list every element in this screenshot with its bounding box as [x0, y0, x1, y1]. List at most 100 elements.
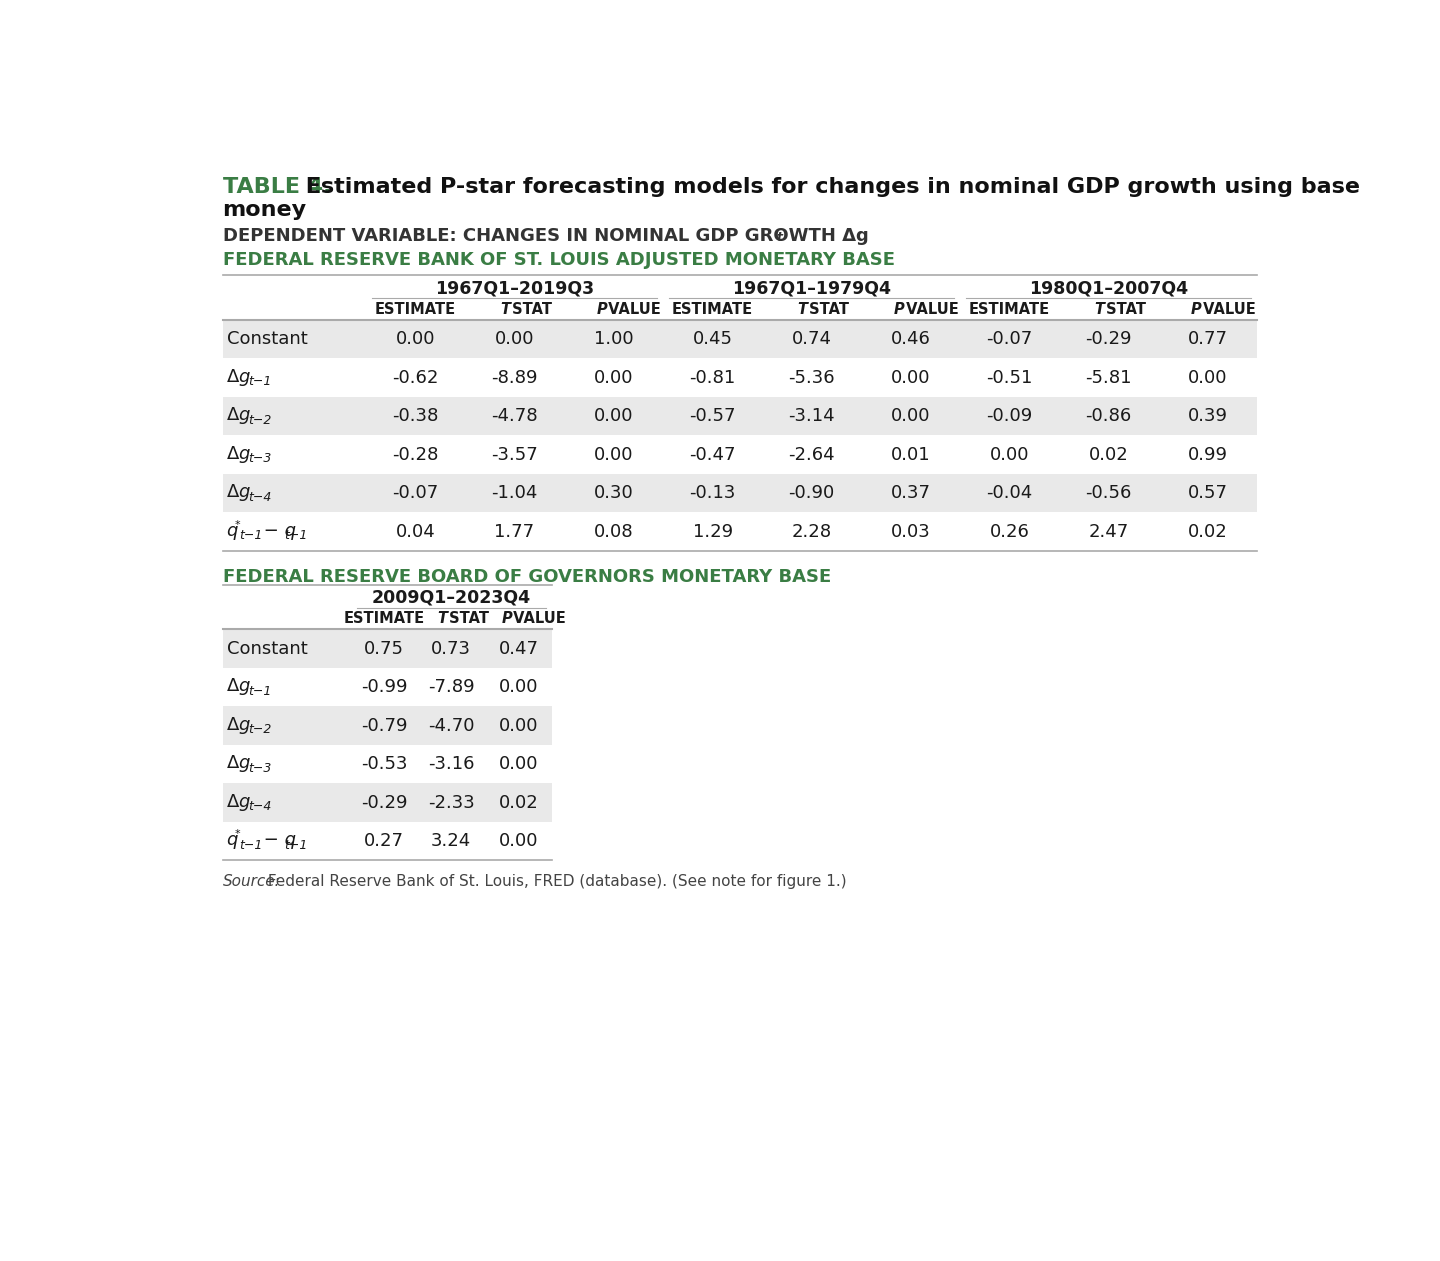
- Text: 2009Q1–2023Q4: 2009Q1–2023Q4: [372, 589, 531, 607]
- Text: Δ: Δ: [226, 754, 239, 773]
- Text: -0.13: -0.13: [690, 484, 736, 502]
- Text: t−4: t−4: [248, 799, 272, 813]
- Text: Federal Reserve Bank of St. Louis, FRED (database). (See note for figure 1.): Federal Reserve Bank of St. Louis, FRED …: [264, 874, 847, 889]
- Text: money: money: [223, 199, 307, 219]
- Text: -5.81: -5.81: [1086, 368, 1132, 387]
- Text: 0.46: 0.46: [891, 330, 930, 348]
- Text: 0.77: 0.77: [1188, 330, 1228, 348]
- Bar: [223, 706, 552, 745]
- Bar: [223, 397, 1257, 435]
- Text: 0.00: 0.00: [593, 445, 634, 464]
- Text: -0.62: -0.62: [392, 368, 439, 387]
- Text: 0.01: 0.01: [891, 445, 930, 464]
- Text: -0.04: -0.04: [986, 484, 1032, 502]
- Text: -0.99: -0.99: [361, 678, 408, 696]
- Text: DEPENDENT VARIABLE: CHANGES IN NOMINAL GDP GROWTH Δg: DEPENDENT VARIABLE: CHANGES IN NOMINAL G…: [223, 227, 868, 245]
- Text: Δ: Δ: [226, 677, 239, 696]
- Text: − q: − q: [258, 522, 295, 540]
- Bar: [223, 629, 552, 668]
- Text: 0.00: 0.00: [495, 330, 534, 348]
- Text: q: q: [226, 522, 238, 540]
- Text: -0.53: -0.53: [361, 755, 408, 773]
- Text: 0.00: 0.00: [989, 445, 1030, 464]
- Text: 1967Q1–2019Q3: 1967Q1–2019Q3: [435, 279, 595, 298]
- Text: TABLE 4.: TABLE 4.: [223, 177, 331, 197]
- Text: 1.29: 1.29: [693, 523, 733, 541]
- Text: VALUE: VALUE: [508, 612, 566, 627]
- Bar: [223, 358, 1257, 397]
- Text: ESTIMATE: ESTIMATE: [672, 301, 753, 317]
- Text: 0.39: 0.39: [1188, 407, 1228, 425]
- Text: 0.00: 0.00: [593, 368, 634, 387]
- Text: ESTIMATE: ESTIMATE: [344, 612, 425, 627]
- Text: FEDERAL RESERVE BANK OF ST. LOUIS ADJUSTED MONETARY BASE: FEDERAL RESERVE BANK OF ST. LOUIS ADJUST…: [223, 251, 894, 269]
- Text: STAT: STAT: [1102, 301, 1146, 317]
- Text: *: *: [235, 830, 240, 840]
- Text: t−3: t−3: [248, 762, 272, 774]
- Text: Δ: Δ: [226, 406, 239, 425]
- Text: g: g: [239, 677, 251, 696]
- Text: -3.14: -3.14: [788, 407, 835, 425]
- Text: t−2: t−2: [248, 414, 272, 426]
- Text: VALUE: VALUE: [900, 301, 959, 317]
- Text: T: T: [1094, 301, 1104, 317]
- Text: g: g: [239, 754, 251, 773]
- Text: 0.08: 0.08: [593, 523, 634, 541]
- Bar: [223, 822, 552, 860]
- Text: 0.04: 0.04: [396, 523, 435, 541]
- Text: t−2: t−2: [248, 723, 272, 736]
- Text: -0.29: -0.29: [361, 793, 408, 812]
- Text: t−1: t−1: [284, 839, 307, 851]
- Text: P: P: [894, 301, 904, 317]
- Text: -0.28: -0.28: [392, 445, 439, 464]
- Text: 0.74: 0.74: [792, 330, 832, 348]
- Text: -0.29: -0.29: [1086, 330, 1132, 348]
- Text: 0.75: 0.75: [364, 639, 405, 658]
- Text: -0.07: -0.07: [392, 484, 439, 502]
- Text: 0.30: 0.30: [593, 484, 634, 502]
- Text: g: g: [239, 406, 251, 425]
- Text: 1980Q1–2007Q4: 1980Q1–2007Q4: [1030, 279, 1188, 298]
- Text: 0.02: 0.02: [498, 793, 539, 812]
- Bar: [223, 745, 552, 783]
- Text: -0.57: -0.57: [690, 407, 736, 425]
- Text: 0.02: 0.02: [1089, 445, 1129, 464]
- Text: P: P: [501, 612, 513, 627]
- Text: 0.00: 0.00: [891, 368, 930, 387]
- Bar: [223, 474, 1257, 512]
- Text: -7.89: -7.89: [428, 678, 475, 696]
- Text: T: T: [501, 301, 511, 317]
- Text: g: g: [239, 716, 251, 734]
- Text: 0.45: 0.45: [693, 330, 733, 348]
- Text: -2.64: -2.64: [788, 445, 835, 464]
- Text: 0.00: 0.00: [396, 330, 435, 348]
- Text: 0.00: 0.00: [891, 407, 930, 425]
- Text: Source:: Source:: [223, 874, 281, 889]
- Text: -0.81: -0.81: [690, 368, 736, 387]
- Text: ESTIMATE: ESTIMATE: [969, 301, 1050, 317]
- Text: Δ: Δ: [226, 716, 239, 734]
- Text: 3.24: 3.24: [431, 832, 471, 850]
- Text: -0.90: -0.90: [789, 484, 835, 502]
- Text: 0.47: 0.47: [498, 639, 539, 658]
- Text: 0.26: 0.26: [989, 523, 1030, 541]
- Text: Estimated P-star forecasting models for changes in nominal GDP growth using base: Estimated P-star forecasting models for …: [298, 177, 1359, 197]
- Text: 0.03: 0.03: [891, 523, 930, 541]
- Text: t−1: t−1: [284, 530, 307, 542]
- Text: 0.99: 0.99: [1188, 445, 1228, 464]
- Text: t: t: [776, 231, 783, 243]
- Text: 0.73: 0.73: [431, 639, 471, 658]
- Text: 0.00: 0.00: [593, 407, 634, 425]
- Text: -4.78: -4.78: [491, 407, 539, 425]
- Text: P: P: [596, 301, 608, 317]
- Bar: [223, 668, 552, 706]
- Text: 1967Q1–1979Q4: 1967Q1–1979Q4: [732, 279, 891, 298]
- Text: -0.38: -0.38: [392, 407, 439, 425]
- Text: g: g: [239, 368, 251, 386]
- Text: t−4: t−4: [248, 491, 272, 503]
- Text: t−1: t−1: [248, 375, 272, 388]
- Text: Δ: Δ: [226, 793, 239, 811]
- Text: q: q: [226, 831, 238, 850]
- Text: Δ: Δ: [226, 445, 239, 463]
- Text: g: g: [239, 483, 251, 502]
